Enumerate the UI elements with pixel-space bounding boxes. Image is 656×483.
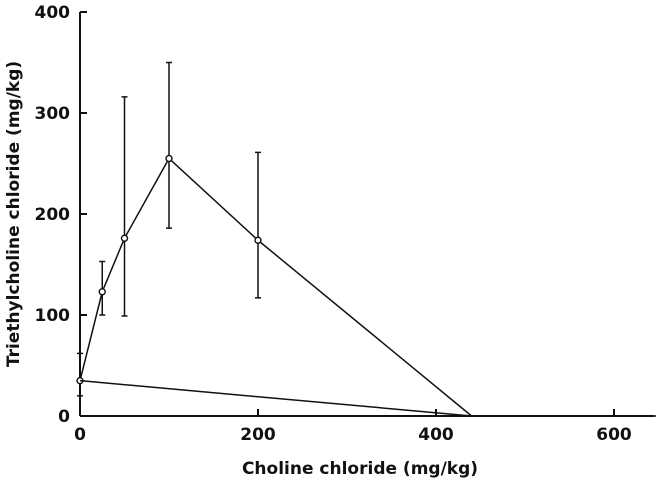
error-bar — [166, 61, 172, 229]
y-tick-label: 400 — [35, 3, 71, 23]
series-line — [79, 157, 473, 417]
x-tick-label: 600 — [596, 425, 632, 445]
plot-area — [79, 12, 654, 417]
y-axis-title: Triethylcholine chloride (mg/kg) — [4, 61, 24, 367]
x-ticks: 0 200 400 600 — [74, 409, 632, 445]
error-bar — [121, 96, 128, 317]
x-tick-label: 400 — [418, 425, 454, 445]
y-ticks: 0 100 200 300 400 — [35, 3, 87, 427]
series-line — [79, 379, 472, 417]
y-tick-label: 300 — [35, 104, 71, 124]
x-axis-title: Choline chloride (mg/kg) — [242, 459, 478, 479]
series-0 — [76, 61, 473, 417]
error-bar — [77, 352, 83, 397]
data-point — [254, 236, 262, 244]
x-tick-label: 0 — [74, 425, 86, 445]
y-tick-label: 100 — [35, 306, 71, 326]
y-tick-label: 200 — [35, 205, 71, 225]
error-bar — [255, 151, 261, 299]
data-point — [98, 288, 106, 296]
y-tick-label: 0 — [58, 407, 70, 427]
series-1 — [79, 379, 472, 417]
series-layer — [76, 61, 656, 417]
x-tick-label: 200 — [240, 425, 276, 445]
data-point — [120, 234, 129, 242]
data-point — [165, 154, 173, 163]
